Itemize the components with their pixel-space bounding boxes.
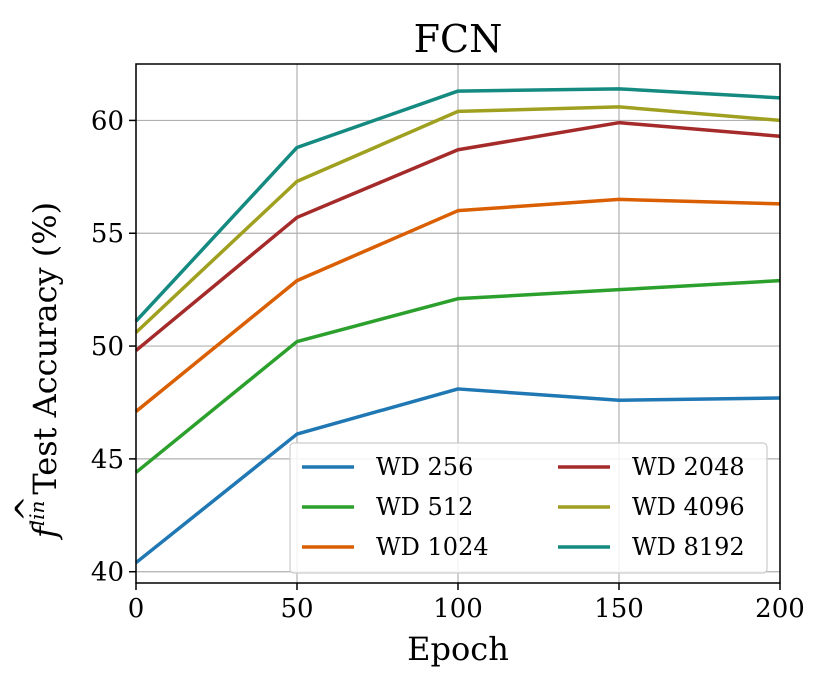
x-tick-label: 200	[755, 594, 805, 624]
legend-label: WD 512	[376, 493, 473, 521]
y-axis-label-hat: ^	[8, 495, 46, 522]
x-tick-label: 0	[128, 594, 145, 624]
legend-label: WD 2048	[632, 453, 745, 481]
series-line-wd-1024	[134, 197, 781, 413]
y-tick-label: 50	[91, 332, 124, 362]
series-line-wd-2048	[134, 120, 781, 352]
y-tick-label: 45	[91, 445, 124, 475]
axis-ticks: 0 50 100 150 200 40 45 50 55 60	[91, 106, 805, 624]
x-axis-label: Epoch	[407, 630, 509, 668]
legend-label: WD 1024	[376, 533, 489, 561]
chart-title: FCN	[414, 17, 503, 61]
series-layer	[134, 87, 781, 565]
y-tick-label: 40	[91, 558, 124, 588]
y-tick-label: 60	[91, 106, 124, 136]
y-axis-label-main: Test Accuracy (%)	[26, 202, 64, 495]
legend-label: WD 4096	[632, 493, 745, 521]
x-tick-label: 50	[280, 594, 313, 624]
y-axis-label-superscript: lin	[25, 501, 49, 527]
y-axis-label: flinTest Accuracy (%) ^	[8, 202, 64, 540]
legend-label: WD 8192	[632, 533, 745, 561]
series-line-wd-4096	[134, 105, 781, 334]
legend: WD 256 WD 512 WD 1024 WD 2048 WD 4096 WD 8192	[289, 442, 768, 574]
legend-box	[289, 442, 768, 574]
legend-label: WD 256	[376, 453, 473, 481]
series-line-wd-512	[134, 278, 781, 474]
series-line-wd-256	[134, 387, 781, 565]
y-axis-label-text: flinTest Accuracy (%)	[25, 202, 64, 540]
series-line-wd-8192	[134, 87, 781, 323]
x-tick-label: 100	[433, 594, 483, 624]
y-tick-label: 55	[91, 219, 124, 249]
x-tick-label: 150	[594, 594, 644, 624]
